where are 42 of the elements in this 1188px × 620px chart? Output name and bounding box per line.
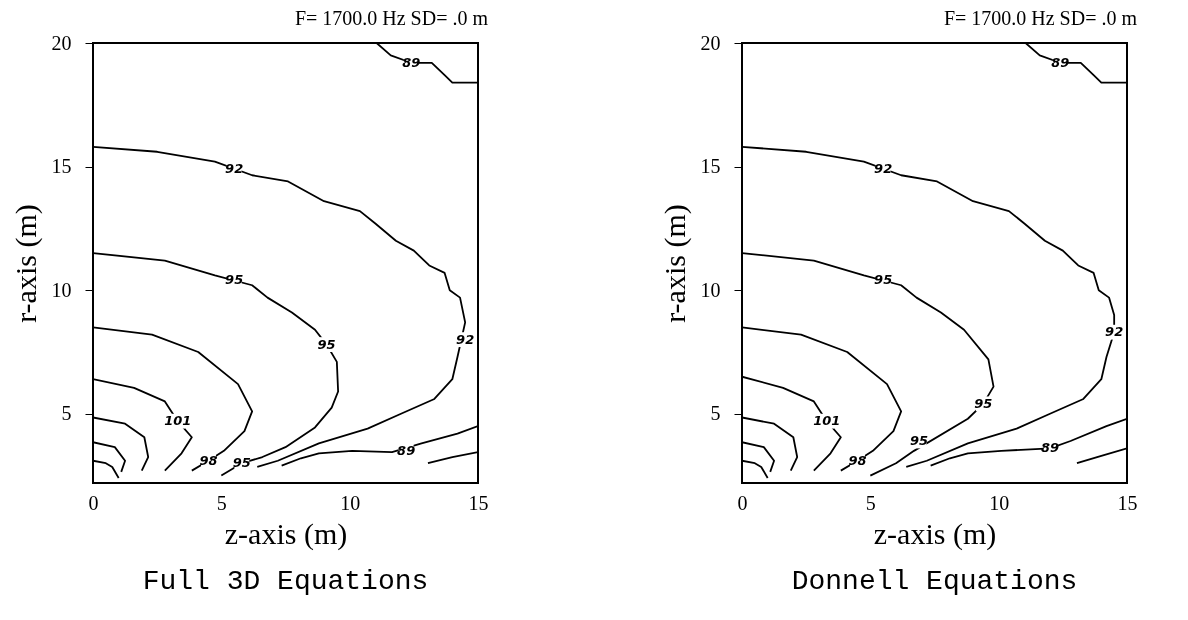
x-tick-label: 0	[88, 491, 99, 514]
annotation: 92	[1105, 324, 1124, 340]
chart-title: F= 1700.0 Hz SD= .0 m	[294, 7, 489, 29]
x-tick-label: 5	[865, 491, 876, 514]
y-tick-label: 10	[700, 278, 721, 301]
x-tick-label: 10	[340, 491, 361, 514]
y-tick-label: 20	[700, 31, 721, 54]
annotation: 98	[848, 452, 867, 468]
annotation: 89	[402, 54, 421, 70]
annotation: 95	[874, 272, 893, 288]
text: Donnell Equations	[791, 566, 1078, 597]
y-tick-label: 15	[51, 155, 72, 178]
x-tick-label: 15	[1117, 491, 1138, 514]
annotation: 89	[1051, 54, 1070, 70]
y-tick-label: 10	[51, 278, 72, 301]
annotation: 89	[397, 442, 416, 458]
y-tick-label: 20	[51, 31, 72, 54]
y-axis-title: r-axis (m)	[8, 204, 43, 323]
annotation: 92	[225, 161, 244, 177]
y-tick-label: 15	[700, 155, 721, 178]
annotation: 101	[813, 413, 841, 429]
annotation: 98	[199, 452, 218, 468]
x-tick-label: 15	[468, 491, 489, 514]
annotation: 101	[164, 413, 192, 429]
annotation: 95	[225, 272, 244, 288]
x-tick-label: 5	[216, 491, 227, 514]
x-tick-label: 10	[989, 491, 1010, 514]
y-tick-label: 5	[61, 402, 72, 425]
annotation: 89	[1040, 440, 1060, 456]
annotation: 95	[910, 432, 929, 448]
y-tick-label: 5	[710, 402, 721, 425]
y-axis-title: r-axis (m)	[657, 204, 692, 323]
annotation: 95	[232, 455, 251, 471]
x-tick-label: 0	[737, 491, 748, 514]
annotation: 92	[456, 331, 475, 347]
x-axis-title: z-axis (m)	[873, 516, 997, 551]
x-axis-title: z-axis (m)	[224, 516, 348, 551]
text: Full 3D Equations	[142, 566, 429, 597]
annotation: 92	[874, 161, 893, 177]
chart-title: F= 1700.0 Hz SD= .0 m	[943, 7, 1138, 29]
annotation: 95	[317, 336, 336, 352]
annotation: 95	[974, 395, 993, 411]
